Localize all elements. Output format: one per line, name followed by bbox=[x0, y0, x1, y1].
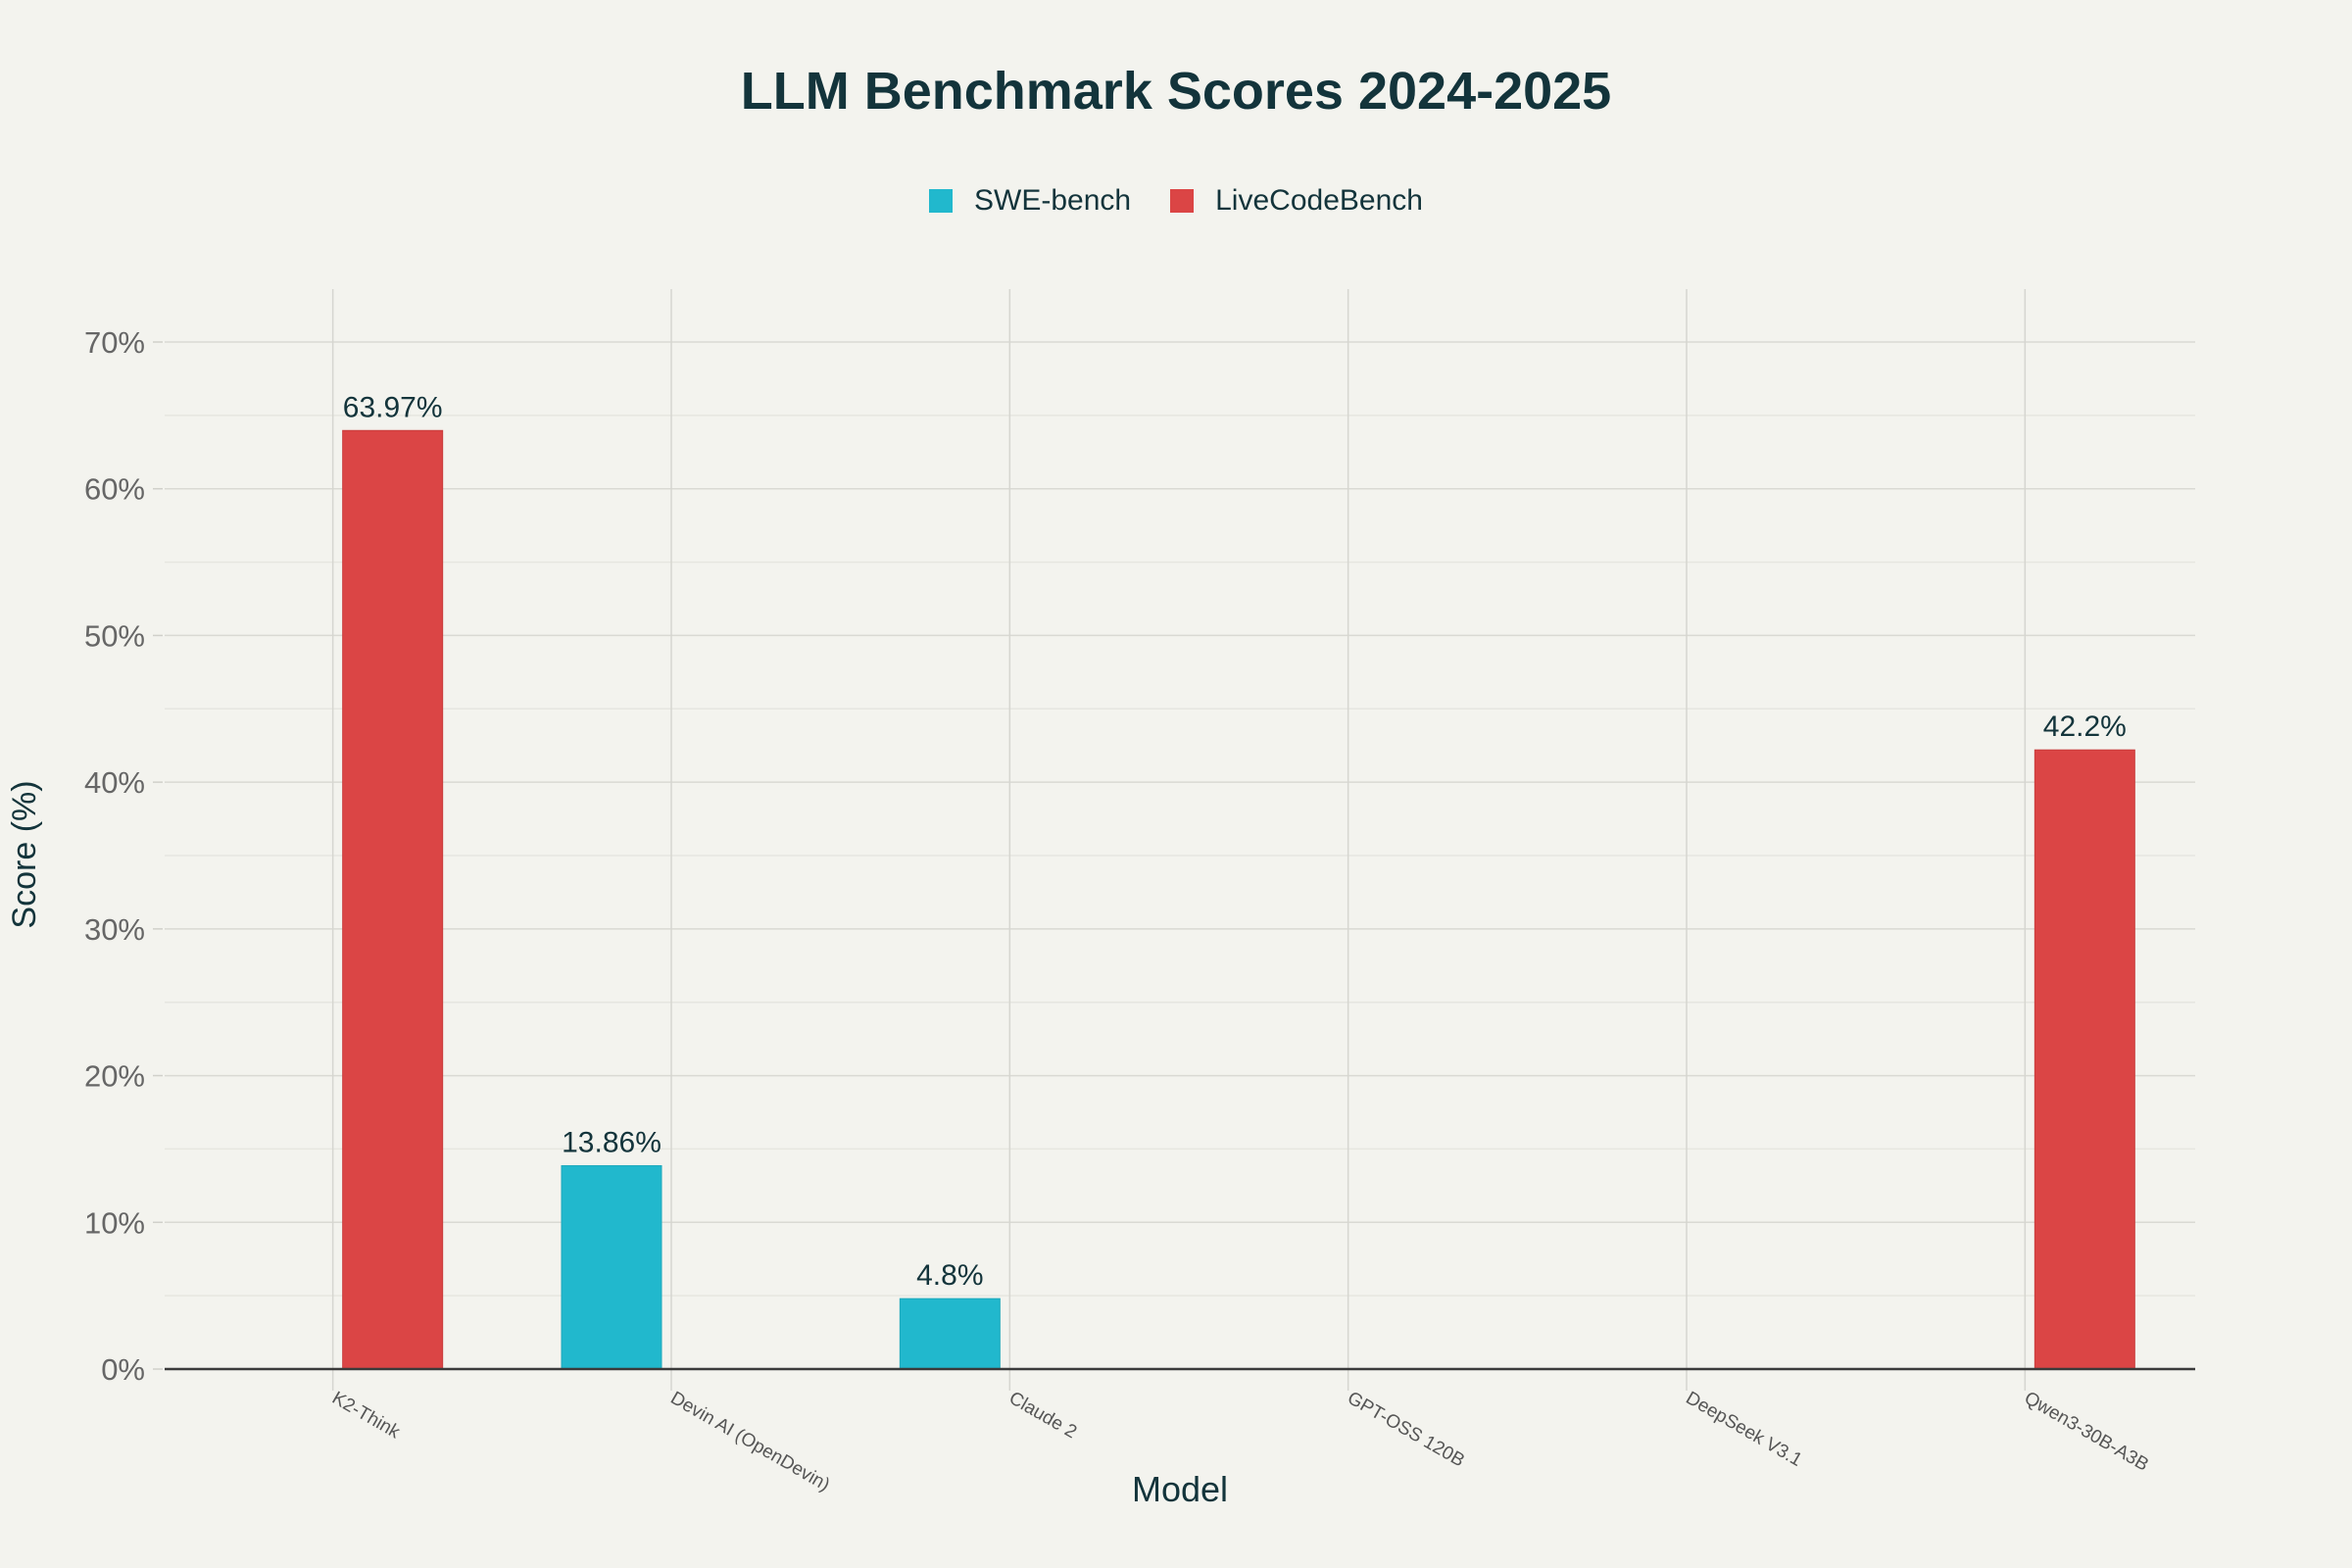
data-label: 63.97% bbox=[343, 391, 443, 423]
data-label: 13.86% bbox=[562, 1126, 662, 1158]
y-tick-label: 20% bbox=[84, 1059, 145, 1094]
legend-item-livecodebench[interactable]: LiveCodeBench bbox=[1170, 184, 1423, 218]
x-tick-label: GPT-OSS 120B bbox=[1344, 1388, 1468, 1471]
y-tick-label: 50% bbox=[84, 618, 145, 653]
data-label: 42.2% bbox=[2043, 710, 2127, 743]
data-label: 4.8% bbox=[916, 1259, 983, 1292]
bar-livecodebench bbox=[2034, 749, 2135, 1370]
legend-swatch-livecodebench bbox=[1170, 189, 1195, 213]
y-tick-label: 60% bbox=[84, 472, 145, 507]
legend-item-swe-bench[interactable]: SWE-bench bbox=[929, 184, 1131, 218]
y-tick-label: 70% bbox=[84, 325, 145, 360]
y-tick-label: 30% bbox=[84, 912, 145, 947]
legend-label: LiveCodeBench bbox=[1215, 184, 1423, 217]
legend-label: SWE-bench bbox=[974, 184, 1132, 217]
bar-swe-bench bbox=[561, 1164, 662, 1370]
y-axis-title: Score (%) bbox=[6, 780, 43, 928]
y-tick-label: 10% bbox=[84, 1205, 145, 1240]
x-tick-label: DeepSeek V3.1 bbox=[1683, 1388, 1806, 1471]
x-tick-label: Qwen3-30B-A3B bbox=[2021, 1388, 2152, 1475]
legend-swatch-swe-bench bbox=[929, 189, 954, 213]
y-tick-label: 0% bbox=[101, 1352, 145, 1387]
x-tick-label: Devin AI (OpenDevin) bbox=[667, 1388, 834, 1495]
chart-title: LLM Benchmark Scores 2024-2025 bbox=[740, 62, 1612, 121]
y-tick-label: 40% bbox=[84, 765, 145, 800]
bar-livecodebench bbox=[342, 429, 444, 1370]
bar-swe-bench bbox=[899, 1298, 1001, 1370]
x-tick-label: K2-Think bbox=[328, 1388, 404, 1443]
x-axis-title: Model bbox=[1132, 1469, 1228, 1509]
legend: SWE-bench LiveCodeBench bbox=[0, 184, 2352, 218]
x-tick-label: Claude 2 bbox=[1005, 1388, 1080, 1443]
